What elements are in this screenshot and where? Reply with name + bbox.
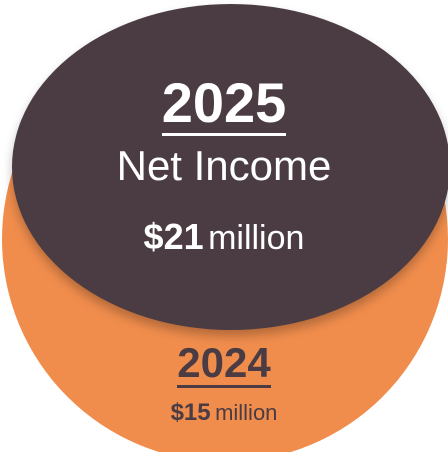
year-2024-text: 2024 — [177, 339, 271, 388]
amount-2025-value: $21 — [143, 216, 204, 257]
amount-2024-unit: million — [215, 400, 278, 425]
net-income-label: Net Income — [116, 142, 332, 189]
year-2025-text: 2025 — [161, 71, 287, 136]
year-2025-heading: 2025 — [0, 75, 448, 136]
amount-2024-value: $15 — [170, 399, 211, 426]
year-2024-heading: 2024 — [0, 342, 448, 388]
amount-2025-unit: million — [208, 219, 305, 257]
amount-2025: $21 million — [0, 216, 448, 266]
circle-2025 — [12, 4, 448, 330]
amount-2024: $15 million — [0, 398, 448, 431]
